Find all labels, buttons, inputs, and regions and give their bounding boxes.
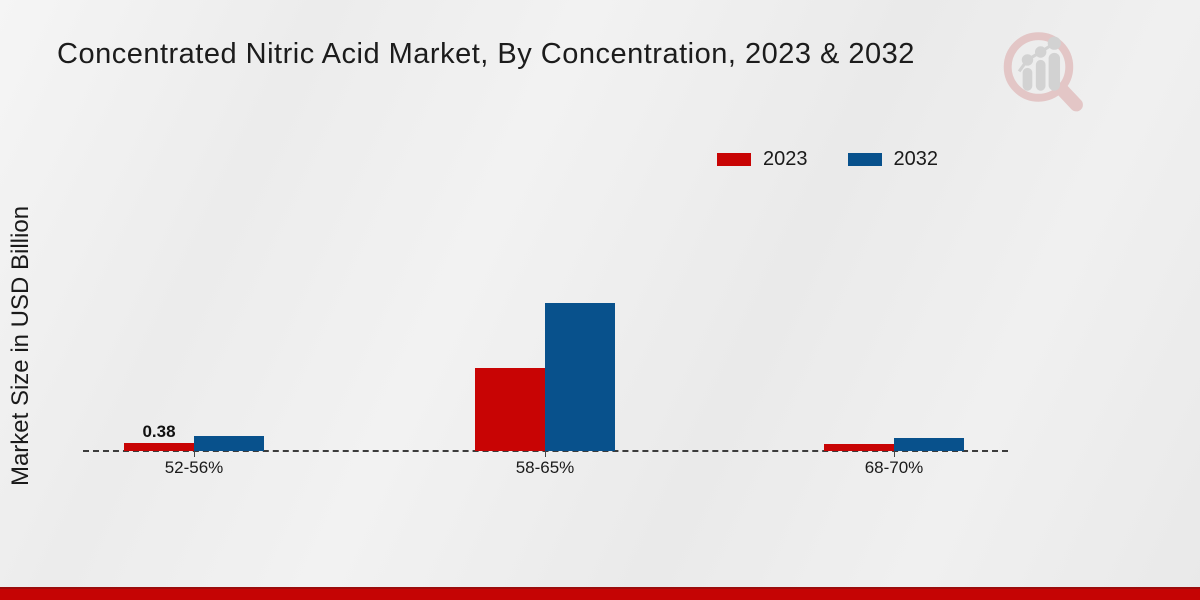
legend-item-2032: 2032 [847, 148, 939, 171]
legend: 2023 2032 [717, 148, 938, 171]
bar-value-label: 0.38 [142, 422, 176, 441]
x-axis-category-label: 68-70% [864, 458, 924, 477]
mrfr-logo-icon [1003, 32, 1083, 112]
magnifier-icon [1003, 32, 1083, 112]
bar-2032-68-70% [894, 438, 964, 451]
legend-item-2023: 2023 [717, 148, 808, 171]
bar-2023-52-56% [124, 443, 194, 451]
legend-swatch-2023 [717, 153, 751, 166]
footer-banner [0, 587, 1200, 600]
legend-label: 2032 [893, 148, 939, 170]
legend-label: 2023 [763, 148, 808, 170]
bar-people-growth-icon [1017, 36, 1061, 91]
x-axis-tick [545, 451, 546, 457]
bar-2032-52-56% [194, 436, 264, 451]
x-axis-category-label: 58-65% [515, 458, 575, 477]
bar-2023-58-65% [475, 368, 545, 451]
x-axis-category-label: 52-56% [164, 458, 224, 477]
legend-swatch-2032 [847, 153, 882, 166]
bar-2023-68-70% [824, 444, 894, 451]
chart-title: Concentrated Nitric Acid Market, By Conc… [57, 38, 915, 70]
bar-2032-58-65% [545, 303, 615, 451]
x-axis-tick [894, 451, 895, 457]
x-axis-tick [194, 451, 195, 457]
